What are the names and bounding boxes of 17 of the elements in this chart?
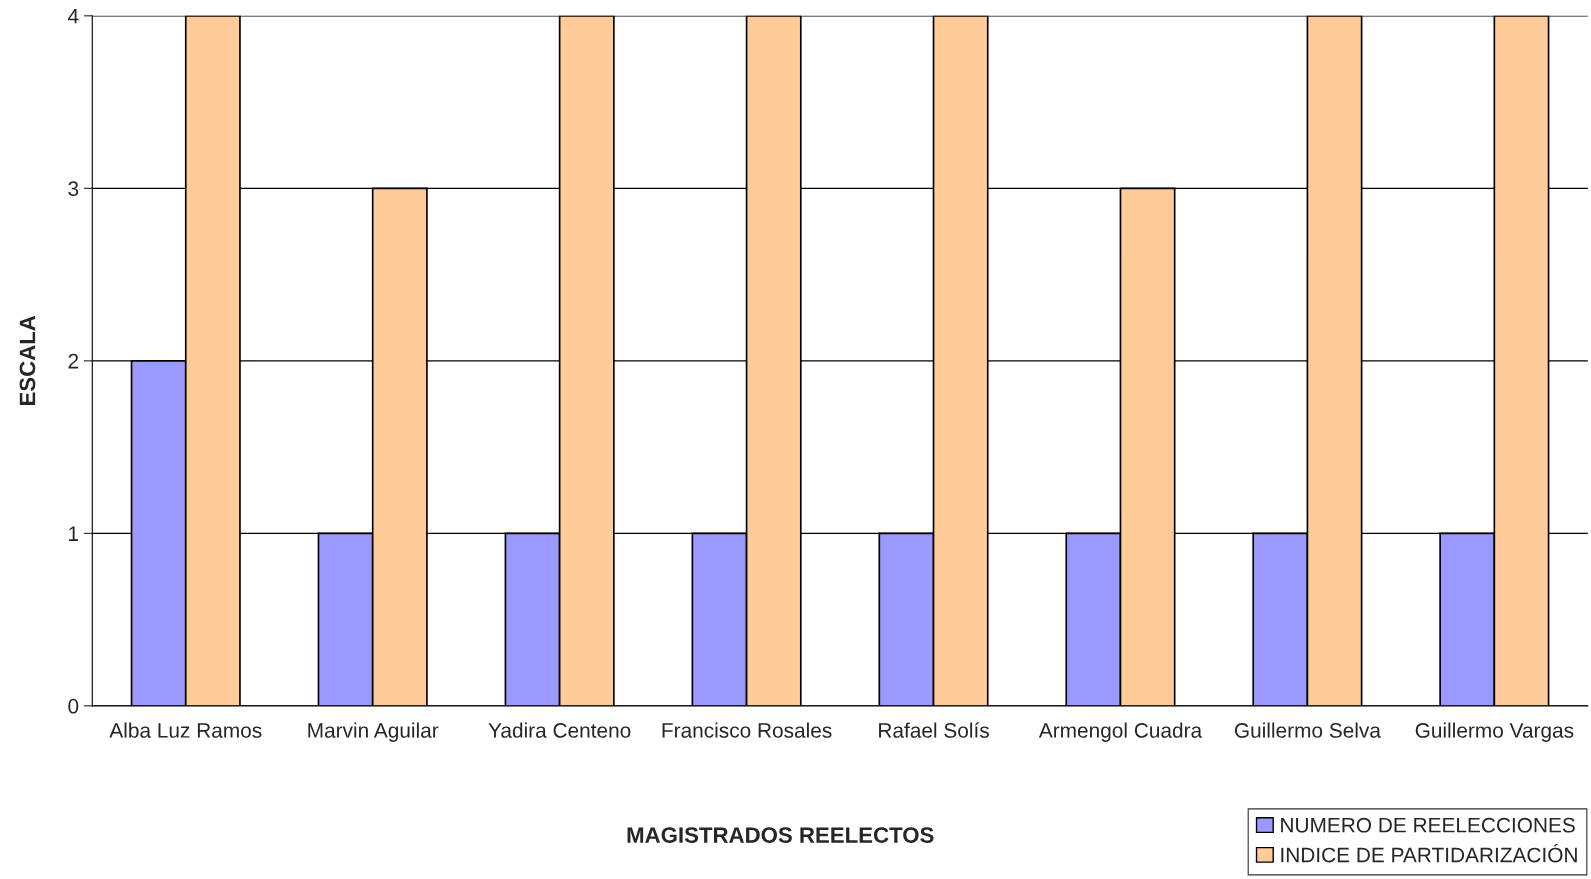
legend-label: INDICE DE PARTIDARIZACIÓN <box>1281 844 1577 863</box>
y-tick-label: 3 <box>68 181 79 197</box>
x-tick-label: Marvin Aguilar <box>308 722 439 742</box>
y-axis-title: ESCALA <box>19 315 36 406</box>
x-tick-label: Rafael Solís <box>879 722 989 738</box>
legend-label: NUMERO DE REELECCIONES <box>1281 817 1575 833</box>
y-tick-label: 0 <box>68 698 79 714</box>
x-tick-label: Alba Luz Ramos <box>109 722 262 738</box>
y-tick-label: 4 <box>67 9 79 24</box>
x-tick-label: Armengol Cuadra <box>1038 722 1203 742</box>
y-tick-label: 2 <box>68 353 79 369</box>
x-tick-label: Guillermo Vargas <box>1415 722 1574 742</box>
x-tick-label: Francisco Rosales <box>662 722 832 738</box>
y-tick-label: 1 <box>69 526 79 541</box>
x-axis-title: MAGISTRADOS REELECTOS <box>627 827 934 843</box>
x-tick-label: Yadira Centeno <box>488 722 631 738</box>
x-tick-label: Guillermo Selva <box>1234 722 1381 738</box>
